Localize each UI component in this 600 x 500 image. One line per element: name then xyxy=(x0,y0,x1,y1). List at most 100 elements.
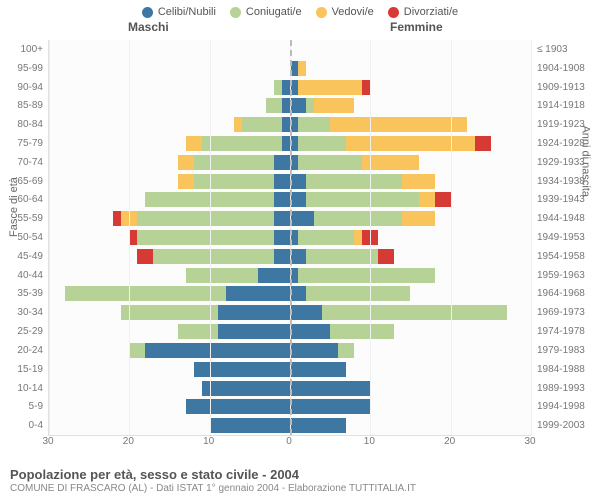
segment-celibi xyxy=(290,192,306,207)
segment-divorziati xyxy=(435,192,451,207)
segment-coniugati xyxy=(65,286,226,301)
segment-coniugati xyxy=(129,343,145,358)
segment-coniugati xyxy=(202,136,282,151)
male-bar xyxy=(49,418,290,433)
male-bar xyxy=(49,80,290,95)
segment-coniugati xyxy=(153,249,274,264)
legend-label: Celibi/Nubili xyxy=(158,6,216,18)
segment-celibi xyxy=(290,174,306,189)
segment-celibi xyxy=(290,381,370,396)
segment-coniugati xyxy=(338,343,354,358)
male-bar xyxy=(49,286,290,301)
birth-label: 1909-1913 xyxy=(534,78,600,97)
segment-celibi xyxy=(290,418,346,433)
segment-vedovi xyxy=(330,117,467,132)
segment-celibi xyxy=(282,117,290,132)
segment-divorziati xyxy=(475,136,491,151)
legend-label: Vedovi/e xyxy=(332,6,374,18)
segment-coniugati xyxy=(330,324,394,339)
segment-vedovi xyxy=(178,155,194,170)
male-bar xyxy=(49,155,290,170)
segment-divorziati xyxy=(113,211,121,226)
header-male: Maschi xyxy=(128,20,169,34)
age-label: 60-64 xyxy=(0,191,46,210)
segment-coniugati xyxy=(266,98,282,113)
male-bar xyxy=(49,61,290,76)
segment-celibi xyxy=(290,286,306,301)
age-label: 95-99 xyxy=(0,59,46,78)
birth-label: 1984-1988 xyxy=(534,360,600,379)
plot-area xyxy=(48,40,531,436)
birth-label: 1904-1908 xyxy=(534,59,600,78)
gridline xyxy=(129,40,130,435)
age-label: 65-69 xyxy=(0,172,46,191)
birth-label: 1964-1968 xyxy=(534,285,600,304)
male-bar xyxy=(49,192,290,207)
female-bar xyxy=(290,136,531,151)
legend-label: Divorziati/e xyxy=(404,6,458,18)
segment-coniugati xyxy=(242,117,282,132)
legend-swatch xyxy=(142,7,153,18)
birth-label: 1919-1923 xyxy=(534,115,600,134)
segment-coniugati xyxy=(137,211,274,226)
segment-celibi xyxy=(210,418,290,433)
segment-celibi xyxy=(274,192,290,207)
female-bar xyxy=(290,343,531,358)
birth-label: 1949-1953 xyxy=(534,228,600,247)
birth-label: ≤ 1903 xyxy=(534,40,600,59)
legend-item: Coniugati/e xyxy=(230,6,302,18)
segment-coniugati xyxy=(186,268,258,283)
male-bar xyxy=(49,211,290,226)
birth-label: 1934-1938 xyxy=(534,172,600,191)
female-bar xyxy=(290,211,531,226)
segment-coniugati xyxy=(194,155,274,170)
chart-title: Popolazione per età, sesso e stato civil… xyxy=(10,467,416,482)
segment-coniugati xyxy=(194,174,274,189)
age-label: 80-84 xyxy=(0,115,46,134)
birth-label: 1959-1963 xyxy=(534,266,600,285)
birth-label: 1969-1973 xyxy=(534,303,600,322)
birth-label: 1954-1958 xyxy=(534,247,600,266)
segment-coniugati xyxy=(121,305,217,320)
female-bar xyxy=(290,192,531,207)
female-bar xyxy=(290,117,531,132)
male-bar xyxy=(49,268,290,283)
male-bar xyxy=(49,174,290,189)
gridline xyxy=(49,40,50,435)
age-label: 10-14 xyxy=(0,379,46,398)
segment-celibi xyxy=(218,324,290,339)
age-label: 90-94 xyxy=(0,78,46,97)
birth-label: 1989-1993 xyxy=(534,379,600,398)
age-label: 30-34 xyxy=(0,303,46,322)
legend-item: Vedovi/e xyxy=(316,6,374,18)
segment-celibi xyxy=(290,399,370,414)
x-tick-label: 30 xyxy=(42,436,53,447)
female-bar xyxy=(290,155,531,170)
age-label: 75-79 xyxy=(0,134,46,153)
segment-celibi xyxy=(274,249,290,264)
segment-vedovi xyxy=(314,98,354,113)
age-label: 5-9 xyxy=(0,397,46,416)
segment-celibi xyxy=(290,324,330,339)
segment-vedovi xyxy=(402,174,434,189)
birth-label: 1979-1983 xyxy=(534,341,600,360)
male-bar xyxy=(49,324,290,339)
segment-celibi xyxy=(282,136,290,151)
segment-coniugati xyxy=(298,136,346,151)
segment-coniugati xyxy=(314,211,402,226)
female-bar xyxy=(290,362,531,377)
segment-celibi xyxy=(194,362,290,377)
segment-celibi xyxy=(274,230,290,245)
age-label: 40-44 xyxy=(0,266,46,285)
segment-celibi xyxy=(290,362,346,377)
y-labels-birth: ≤ 19031904-19081909-19131914-19181919-19… xyxy=(534,40,600,435)
gridline xyxy=(451,40,452,435)
female-bar xyxy=(290,42,531,57)
female-bar xyxy=(290,381,531,396)
legend-swatch xyxy=(316,7,327,18)
male-bar xyxy=(49,305,290,320)
female-bar xyxy=(290,286,531,301)
segment-celibi xyxy=(258,268,290,283)
segment-celibi xyxy=(290,211,314,226)
x-tick-label: 20 xyxy=(444,436,455,447)
